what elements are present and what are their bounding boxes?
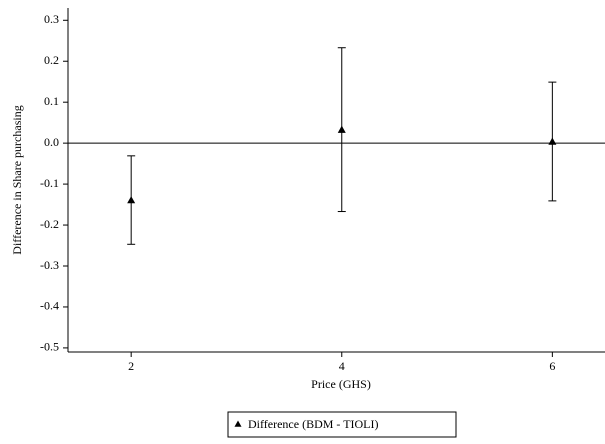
- y-tick-label: -0.4: [40, 299, 59, 313]
- y-tick-label: 0.2: [44, 53, 59, 67]
- y-tick-label: -0.5: [40, 340, 59, 354]
- point: [548, 137, 557, 145]
- y-tick-label: 0.0: [44, 135, 59, 149]
- point: [337, 125, 346, 133]
- y-axis-label: Difference in Share purchasing: [10, 105, 24, 254]
- x-tick-label: 6: [549, 359, 555, 373]
- y-tick-label: 0.3: [44, 12, 59, 26]
- legend-box: [227, 411, 457, 438]
- point: [127, 196, 136, 204]
- y-tick-label: -0.1: [40, 176, 59, 190]
- legend-label: Difference (BDM - TIOLI): [248, 417, 379, 431]
- y-tick-label: 0.1: [44, 94, 59, 108]
- legend-marker: [234, 420, 242, 427]
- x-tick-label: 4: [339, 359, 345, 373]
- x-axis-label: Price (GHS): [311, 377, 371, 391]
- x-tick-label: 2: [128, 359, 134, 373]
- y-tick-label: -0.2: [40, 217, 59, 231]
- y-tick-label: -0.3: [40, 258, 59, 272]
